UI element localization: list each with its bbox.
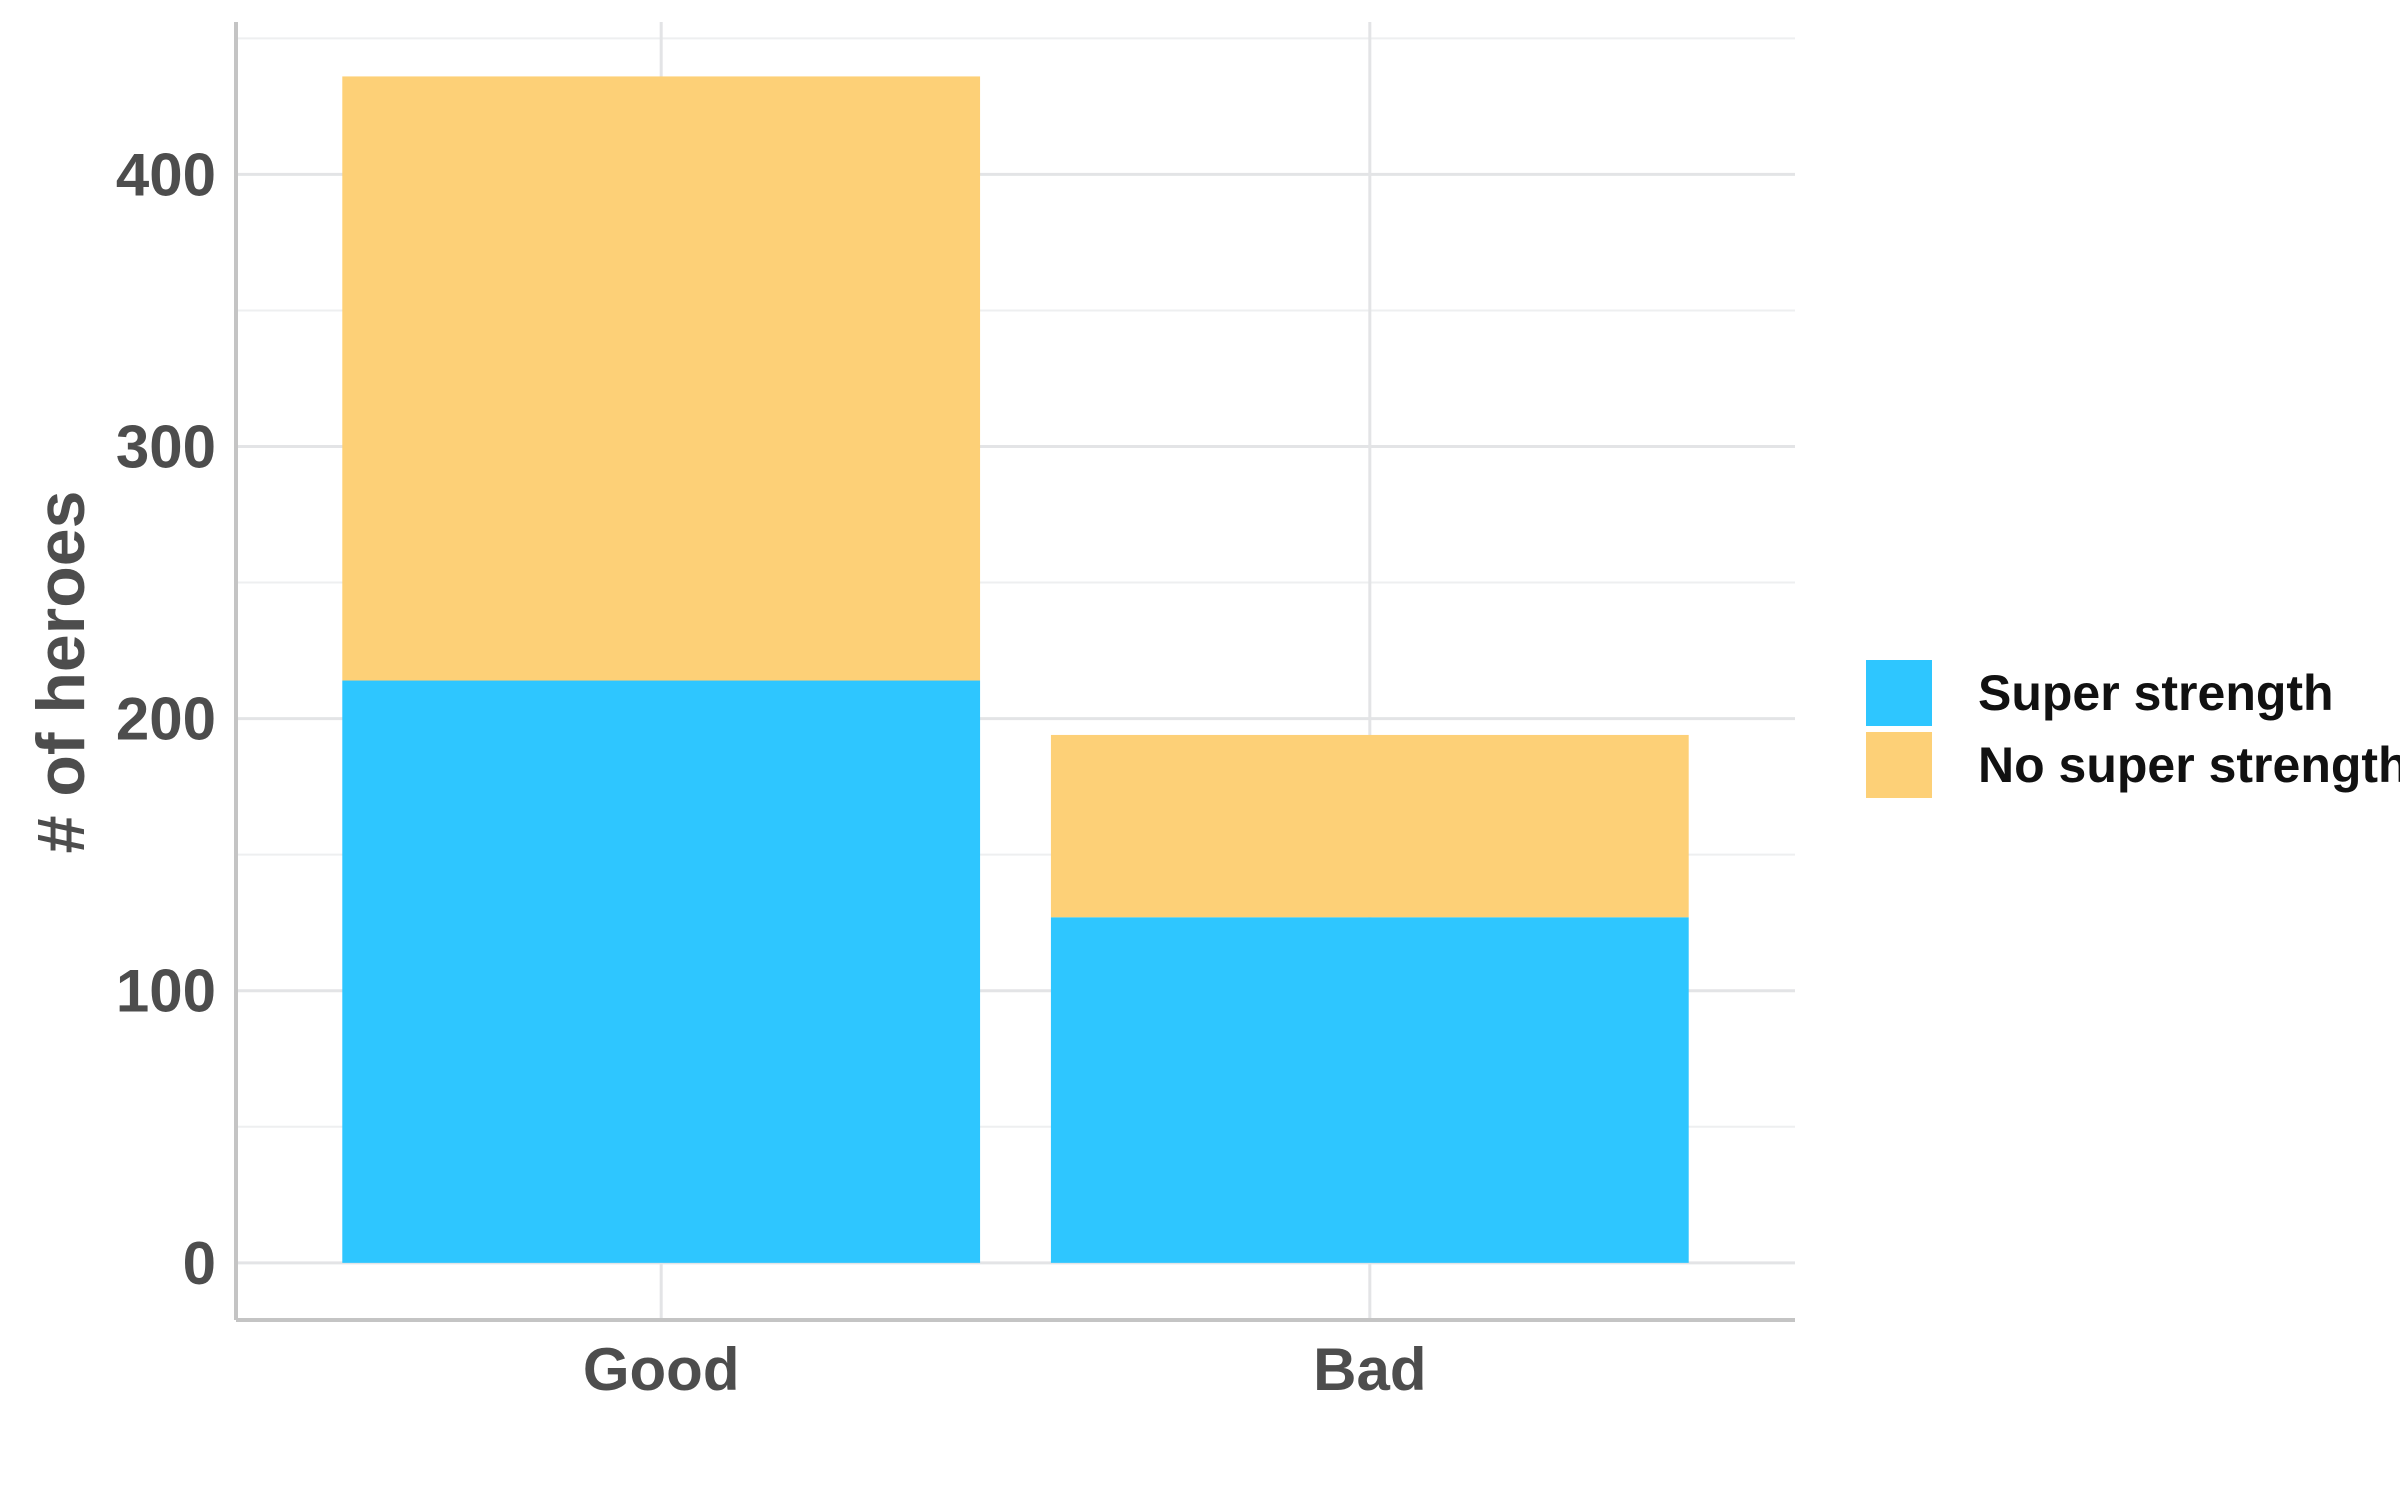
- y-tick-label: 300: [116, 414, 216, 481]
- y-tick-label: 0: [183, 1230, 216, 1297]
- legend-label: Super strength: [1978, 665, 2334, 721]
- x-tick-label: Bad: [1313, 1336, 1426, 1403]
- y-tick-label: 400: [116, 141, 216, 208]
- bar-segment-good-no-super-strength: [342, 76, 981, 681]
- y-tick-label: 100: [116, 958, 216, 1025]
- bar-segment-good-super-strength: [342, 680, 981, 1263]
- legend-label: No super strength: [1978, 737, 2400, 793]
- y-tick-label: 200: [116, 686, 216, 753]
- legend-key: [1866, 732, 1932, 798]
- bar-segment-bad-super-strength: [1050, 917, 1689, 1263]
- axes: [234, 22, 1795, 1322]
- legend: Super strength No super strength: [1866, 660, 2400, 798]
- x-tick-label: Good: [583, 1336, 740, 1403]
- tick-labels: 0 100 200 300 400 Good Bad: [116, 141, 1427, 1403]
- bar-segment-bad-no-super-strength: [1050, 734, 1689, 918]
- legend-key: [1866, 660, 1932, 726]
- y-axis-title: # of heroes: [23, 491, 99, 854]
- bars: [342, 76, 1689, 1263]
